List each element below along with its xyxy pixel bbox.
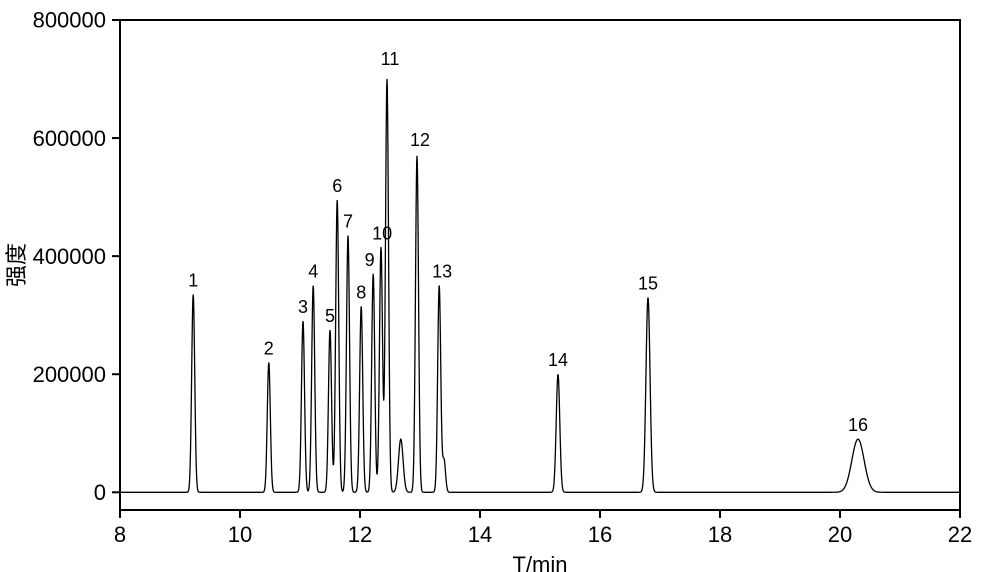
x-tick-label: 18 [708, 522, 732, 547]
peak-label-6: 6 [332, 176, 342, 196]
x-tick-label: 8 [114, 522, 126, 547]
y-tick-label: 400000 [33, 244, 106, 269]
y-tick-label: 800000 [33, 8, 106, 33]
y-axis-title: 强度 [4, 243, 29, 287]
peak-label-8: 8 [356, 282, 366, 302]
peak-label-3: 3 [298, 297, 308, 317]
peak-label-16: 16 [848, 415, 868, 435]
axis-frame [120, 20, 960, 510]
peak-label-12: 12 [410, 130, 430, 150]
x-tick-label: 16 [588, 522, 612, 547]
x-tick-label: 20 [828, 522, 852, 547]
chromatogram-trace [120, 79, 960, 492]
x-tick-label: 14 [468, 522, 492, 547]
y-tick-label: 600000 [33, 126, 106, 151]
chromatogram-svg: 8101214161820220200000400000600000800000… [0, 0, 1000, 572]
peak-label-15: 15 [638, 273, 658, 293]
peak-label-5: 5 [325, 306, 335, 326]
x-tick-label: 12 [348, 522, 372, 547]
y-tick-label: 0 [94, 480, 106, 505]
x-tick-label: 10 [228, 522, 252, 547]
peak-label-10: 10 [372, 223, 392, 243]
x-axis-title: T/min [513, 552, 568, 572]
chromatogram-chart: 8101214161820220200000400000600000800000… [0, 0, 1000, 572]
peak-label-11: 11 [381, 49, 400, 69]
peak-label-2: 2 [264, 338, 274, 358]
peak-label-14: 14 [548, 350, 568, 370]
peak-label-7: 7 [343, 211, 353, 231]
peak-label-4: 4 [308, 262, 318, 282]
peak-label-13: 13 [432, 262, 452, 282]
y-tick-label: 200000 [33, 362, 106, 387]
peak-label-1: 1 [188, 271, 198, 291]
peak-label-9: 9 [365, 250, 375, 270]
x-tick-label: 22 [948, 522, 972, 547]
